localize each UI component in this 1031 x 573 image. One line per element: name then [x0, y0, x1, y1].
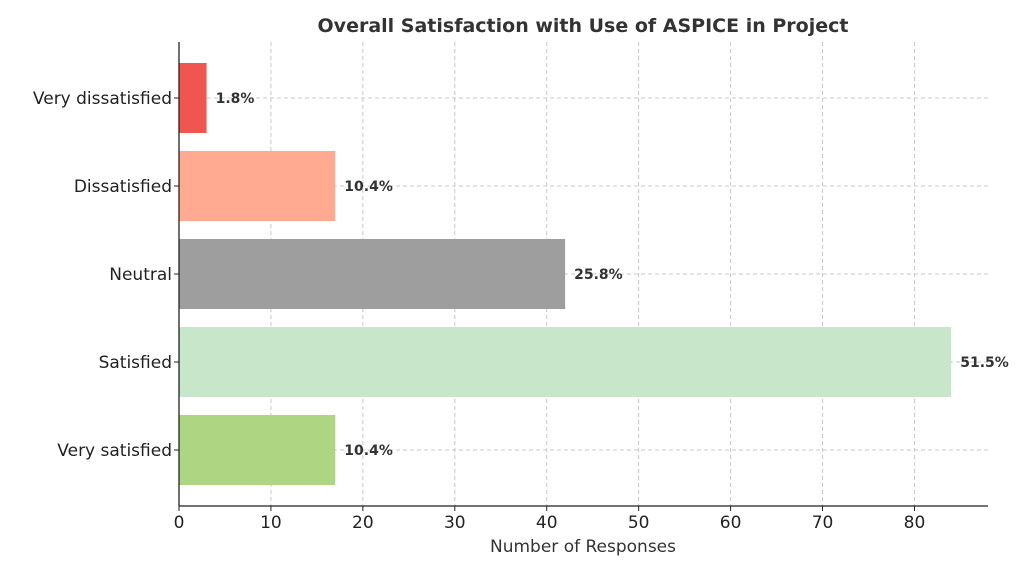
data-label-layer: 1.8% 10.4% 25.8% 51.5% 10.4%: [216, 91, 1009, 459]
category-label: Very satisfied: [57, 441, 172, 461]
bar-dissatisfied: [179, 151, 336, 221]
data-label: 10.4%: [344, 443, 393, 459]
data-label: 1.8%: [216, 91, 255, 107]
x-tick-label: 30: [444, 513, 466, 533]
category-label: Dissatisfied: [74, 177, 172, 197]
x-tick-label: 50: [628, 513, 650, 533]
x-axis-label: Number of Responses: [490, 537, 676, 557]
bar-very-satisfied: [179, 415, 336, 485]
x-tick-label: 20: [352, 513, 374, 533]
x-tick-label: 0: [174, 513, 185, 533]
x-tick-label: 70: [812, 513, 834, 533]
chart-title: Overall Satisfaction with Use of ASPICE …: [318, 15, 849, 37]
category-label: Very dissatisfied: [33, 89, 172, 109]
data-label: 51.5%: [960, 355, 1009, 371]
category-label: Neutral: [109, 265, 172, 285]
x-tick-label: 60: [720, 513, 742, 533]
category-label: Satisfied: [99, 353, 172, 373]
x-tick-label: 10: [260, 513, 282, 533]
x-tick-label: 40: [536, 513, 558, 533]
bar-layer: [179, 63, 952, 485]
tick-layer: 0 10 20 30 40 50 60 70 80: [174, 97, 926, 533]
category-label-layer: Very dissatisfied Dissatisfied Neutral Sati…: [33, 89, 172, 461]
data-label: 10.4%: [344, 179, 393, 195]
x-tick-label: 80: [904, 513, 926, 533]
data-label: 25.8%: [574, 267, 623, 283]
bar-neutral: [179, 239, 566, 309]
bar-very-dissatisfied: [179, 63, 207, 133]
bar-satisfied: [179, 327, 952, 397]
